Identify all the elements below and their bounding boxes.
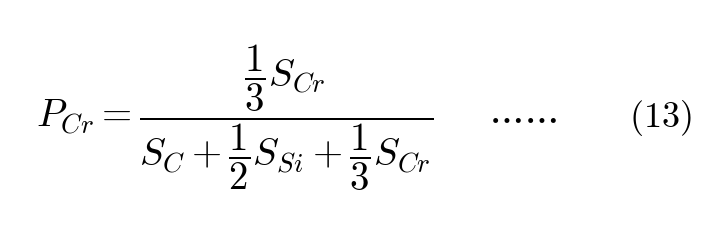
Text: $\cdots\cdots$: $\cdots\cdots$ [488, 99, 558, 136]
Text: $(13)$: $(13)$ [629, 98, 692, 138]
Text: $P_{Cr} = \dfrac{\dfrac{1}{3}S_{Cr}}{S_C + \dfrac{1}{2}S_{Si} + \dfrac{1}{3}S_{C: $P_{Cr} = \dfrac{\dfrac{1}{3}S_{Cr}}{S_C… [36, 42, 434, 193]
